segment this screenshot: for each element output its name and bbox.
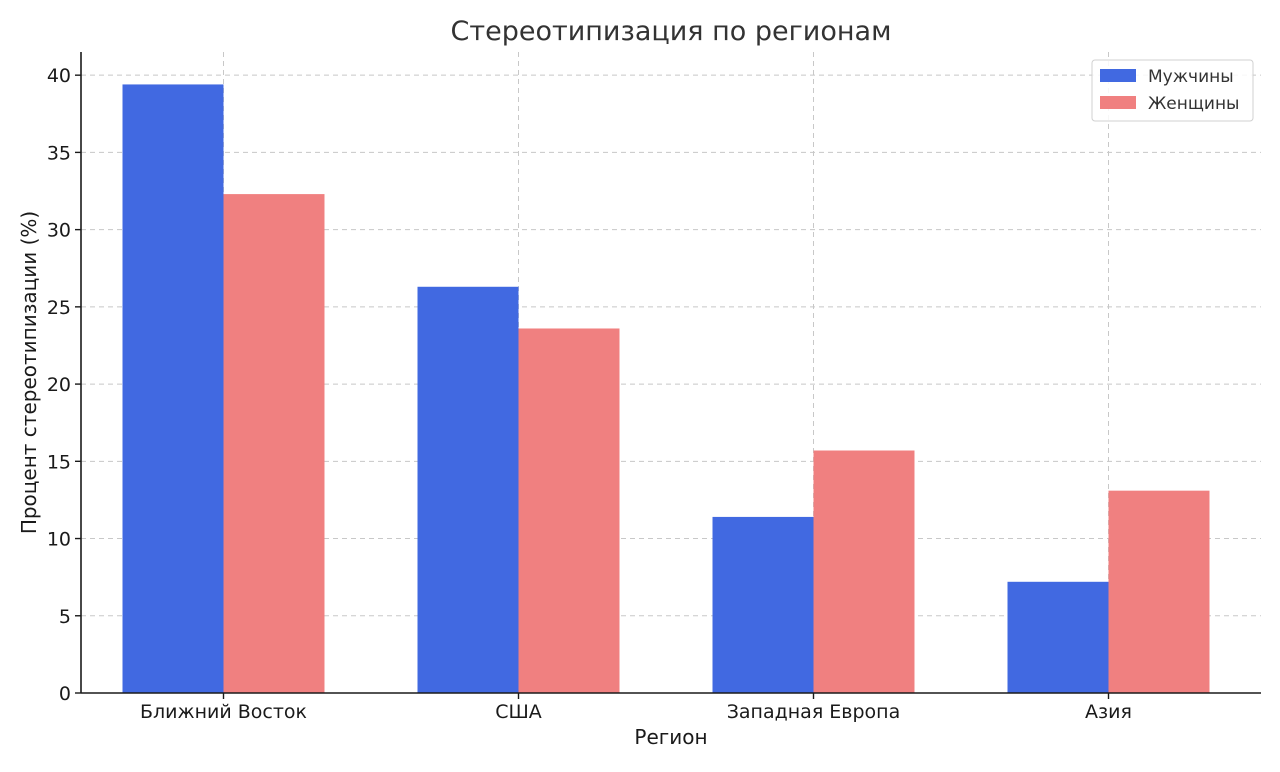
y-axis-label: Процент стереотипизации (%) (17, 211, 41, 534)
y-tick-label: 25 (47, 297, 71, 319)
ticks: 0 5 10 15 20 25 30 35 40 Ближний Восток США Западна… (47, 65, 1132, 723)
y-tick-label: 30 (47, 220, 71, 242)
chart-title: Стереотипизация по регионам (451, 16, 892, 47)
y-tick-label: 0 (59, 683, 71, 705)
legend-label-women: Женщины (1148, 94, 1239, 114)
x-tick-label: Ближний Восток (140, 701, 307, 723)
y-tick-label: 20 (47, 374, 71, 396)
bar-women (518, 328, 620, 693)
axes (80, 52, 1261, 694)
x-axis-label: Регион (634, 725, 707, 749)
y-tick-label: 40 (47, 65, 71, 87)
bar-women (1108, 490, 1210, 693)
bar-men (1007, 581, 1109, 693)
bar-women (813, 450, 915, 693)
y-tick-label: 35 (47, 142, 71, 164)
y-tick-label: 10 (47, 529, 71, 551)
legend-swatch-men (1100, 69, 1136, 82)
bars (122, 84, 1210, 694)
bar-men (712, 516, 814, 693)
bar-women (223, 194, 325, 694)
bar-men (122, 84, 224, 693)
legend-label-men: Мужчины (1148, 67, 1234, 87)
y-tick-label: 5 (59, 606, 71, 628)
x-tick-label: США (495, 701, 542, 723)
x-tick-label: Западная Европа (727, 701, 901, 723)
legend-swatch-women (1100, 96, 1136, 109)
legend: Мужчины Женщины (1091, 59, 1254, 122)
y-tick-label: 15 (47, 451, 71, 473)
bar-men (417, 286, 519, 693)
x-tick-label: Азия (1085, 701, 1132, 723)
